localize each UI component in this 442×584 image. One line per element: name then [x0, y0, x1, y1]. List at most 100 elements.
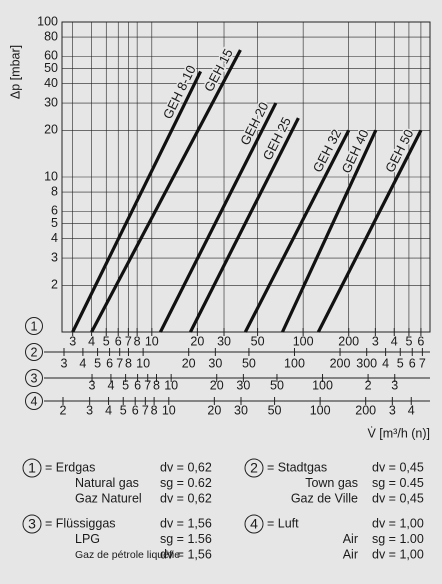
x-tick-label: 3 — [389, 403, 396, 417]
axis-badge-label: 4 — [31, 394, 38, 408]
y-tick-label: 50 — [44, 61, 58, 75]
x-tick-label: 200 — [330, 356, 351, 370]
x-tick-label: 5 — [103, 334, 110, 348]
series-line — [281, 129, 378, 333]
gas-value: dv = 0,45 — [372, 460, 424, 474]
x-tick-label: 5 — [94, 356, 101, 370]
x-tick-label: 2 — [60, 403, 67, 417]
y-tick-label: 4 — [51, 231, 58, 245]
gas-badge — [22, 514, 42, 534]
y-tick-label: 30 — [44, 95, 58, 109]
y-tick-label: 100 — [37, 14, 58, 28]
x-tick-label: 3 — [69, 334, 76, 348]
x-tick-label: 5 — [120, 403, 127, 417]
gas-value: dv = 0,45 — [372, 491, 424, 505]
x-tick-label: 200 — [338, 334, 359, 348]
gas-name: Air — [343, 532, 358, 546]
x-tick-label: 4 — [382, 356, 389, 370]
axis-badge — [25, 369, 43, 387]
gas-badge-label: 2 — [250, 460, 258, 476]
y-tick-label: 10 — [44, 169, 58, 183]
series-line — [189, 117, 300, 333]
y-tick-label: 5 — [51, 216, 58, 230]
gas-badge — [22, 458, 42, 478]
y-tick-label: 40 — [44, 76, 58, 90]
y-tick-label: 3 — [51, 250, 58, 264]
axis-badge-label: 3 — [31, 371, 38, 385]
y-tick-label: 20 — [44, 123, 58, 137]
series-line — [71, 70, 203, 333]
gas-name: LPG — [75, 532, 100, 546]
x-tick-label: 6 — [134, 378, 141, 392]
x-tick-label: 6 — [106, 356, 113, 370]
x-tick-label: 10 — [162, 403, 176, 417]
x-tick-label: 50 — [268, 403, 282, 417]
gas-name: Gaz de Ville — [291, 491, 358, 505]
x-tick-label: 20 — [207, 403, 221, 417]
gas-value: sg = 0.45 — [372, 476, 424, 490]
x-tick-label: 2 — [365, 378, 372, 392]
y-axis-label: Δp [mbar] — [8, 45, 22, 99]
series-line — [90, 49, 242, 333]
gas-name: Natural gas — [75, 476, 139, 490]
x-tick-label: 8 — [125, 356, 132, 370]
gas-value: sg = 0.62 — [160, 476, 212, 490]
x-tick-label: 3 — [372, 334, 379, 348]
gas-name: = Erdgas — [45, 460, 95, 474]
x-tick-label: 30 — [234, 403, 248, 417]
x-tick-label: 8 — [153, 378, 160, 392]
x-tick-label: 5 — [122, 378, 129, 392]
y-tick-label: 6 — [51, 204, 58, 218]
x-tick-label: 7 — [116, 356, 123, 370]
x-tick-label: 6 — [417, 334, 424, 348]
gas-name: Gaz de pétrole liquéfie — [75, 549, 180, 561]
x-tick-label: 200 — [355, 403, 376, 417]
x-tick-label: 10 — [145, 334, 159, 348]
x-tick-label: 7 — [142, 403, 149, 417]
x-tick-label: 8 — [134, 334, 141, 348]
gas-value: sg = 1.00 — [372, 532, 424, 546]
gas-value: dv = 0,62 — [160, 460, 212, 474]
x-tick-label: 6 — [409, 356, 416, 370]
x-tick-label: 100 — [310, 403, 331, 417]
x-tick-label: 3 — [86, 403, 93, 417]
gas-value: dv = 1,56 — [160, 516, 212, 530]
x-tick-label: 3 — [89, 378, 96, 392]
gas-badge-label: 4 — [250, 516, 258, 532]
series-line — [243, 129, 351, 333]
x-tick-label: 4 — [107, 378, 114, 392]
gas-badge — [244, 514, 264, 534]
x-tick-label: 7 — [419, 356, 426, 370]
gas-value: dv = 1,56 — [160, 547, 212, 561]
gas-name: = Flüssiggas — [45, 516, 116, 530]
gas-name: Town gas — [305, 476, 358, 490]
y-tick-label: 60 — [44, 49, 58, 63]
x-tick-label: 6 — [132, 403, 139, 417]
x-tick-label: 30 — [208, 356, 222, 370]
x-tick-label: 10 — [136, 356, 150, 370]
gas-name: Air — [343, 547, 358, 561]
series-line — [316, 129, 423, 333]
axis-badge — [25, 392, 43, 410]
series-line — [158, 102, 278, 333]
y-tick-label: 2 — [51, 278, 58, 292]
x-tick-label: 7 — [144, 378, 151, 392]
x-tick-label: 50 — [242, 356, 256, 370]
x-tick-label: 3 — [391, 378, 398, 392]
x-tick-label: 20 — [210, 378, 224, 392]
x-tick-label: 5 — [397, 356, 404, 370]
x-tick-label: 300 — [356, 356, 377, 370]
x-tick-label: 4 — [391, 334, 398, 348]
gas-name: = Luft — [267, 516, 299, 530]
x-tick-label: 30 — [236, 378, 250, 392]
gas-badge-label: 3 — [28, 516, 36, 532]
x-tick-label: 10 — [164, 378, 178, 392]
x-tick-label: 50 — [270, 378, 284, 392]
x-tick-label: 20 — [182, 356, 196, 370]
x-tick-label: 6 — [115, 334, 122, 348]
x-tick-label: 4 — [88, 334, 95, 348]
gas-name: = Stadtgas — [267, 460, 327, 474]
axis-badge-label: 1 — [31, 319, 38, 333]
